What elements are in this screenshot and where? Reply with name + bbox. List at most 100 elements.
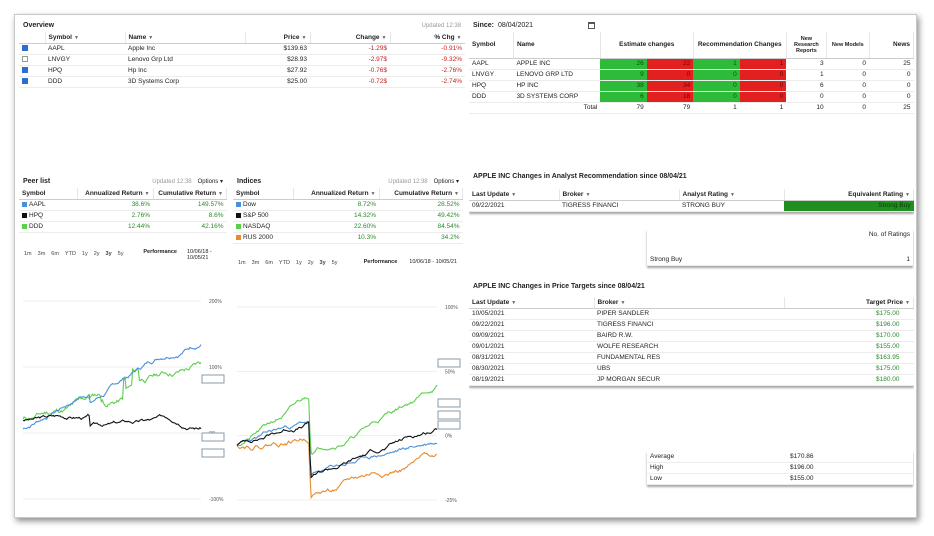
range-button-2y[interactable]: 2y xyxy=(93,250,100,257)
symbol-cell: LNVGY xyxy=(45,54,125,66)
table-row[interactable]: Dow 8.72% 28.52% xyxy=(233,199,463,211)
table-row[interactable]: 08/31/2021 FUNDAMENTAL RES $163.95 xyxy=(469,352,914,364)
table-row[interactable]: LNVGY Lenovo Grp Ltd $28.93 -2.97$ -9.32% xyxy=(19,54,465,66)
indices-performance-chart[interactable]: 100% 50% 0% -25% xyxy=(233,299,463,514)
indices-col-cum[interactable]: Cumulative Return ▼ xyxy=(379,188,463,200)
broker-cell: PIPER SANDLER xyxy=(594,308,784,320)
range-button-3y[interactable]: 3y xyxy=(319,259,326,266)
total-row: Total 79 79 1 1 10 0 25 xyxy=(469,102,914,114)
table-row[interactable]: 09/01/2021 WOLFE RESEARCH $155.00 xyxy=(469,341,914,353)
change-cell: -2.97$ xyxy=(310,54,390,66)
table-row[interactable]: AAPL Apple Inc $139.63 -1.29$ -0.91% xyxy=(19,43,465,55)
since-col-estimate[interactable]: Estimate changes xyxy=(600,32,694,59)
range-button-1y[interactable]: 1y xyxy=(295,259,302,266)
table-row[interactable]: 08/19/2021 JP MORGAN SECUR $180.00 xyxy=(469,374,914,386)
calendar-icon[interactable] xyxy=(588,22,596,29)
since-col-symbol[interactable]: Symbol xyxy=(469,32,514,59)
table-row[interactable]: AAPL 38.6% 149.57% xyxy=(19,199,227,211)
estimate-up-cell: 9 xyxy=(600,69,647,81)
table-row[interactable]: DDD 12.44% 42.16% xyxy=(19,221,227,233)
stat-label: Average xyxy=(647,451,787,463)
symbol-cell: DDD xyxy=(19,221,77,233)
row-checkbox[interactable] xyxy=(19,76,45,88)
checkbox-icon[interactable] xyxy=(22,45,28,52)
table-row[interactable]: LNVGY LENOVO GRP LTD 9 0 0 0 1 0 0 xyxy=(469,69,914,81)
table-row[interactable]: S&P 500 14.32% 49.42% xyxy=(233,210,463,222)
range-button-3m[interactable]: 3m xyxy=(251,259,260,266)
col-pct-chg[interactable]: % Chg ▼ xyxy=(390,32,465,44)
col-name[interactable]: Name ▼ xyxy=(125,32,246,44)
range-button-5y[interactable]: 5y xyxy=(331,259,338,266)
table-row[interactable]: NASDAQ 22.60% 84.54% xyxy=(233,221,463,233)
col-price[interactable]: Price ▼ xyxy=(245,32,311,44)
range-button-6m[interactable]: 6m xyxy=(51,250,59,257)
cum-cell: 42.16% xyxy=(153,221,227,233)
peer-options-button[interactable]: Options ▾ xyxy=(197,179,223,185)
table-row[interactable]: HPQ HP INC 38 34 0 0 6 0 0 xyxy=(469,80,914,92)
range-button-3y[interactable]: 3y xyxy=(105,250,112,257)
since-col-news[interactable]: News xyxy=(869,32,914,59)
table-row[interactable]: 09/09/2021 BAIRD R.W. $170.00 xyxy=(469,330,914,342)
peer-col-symbol[interactable]: Symbol xyxy=(19,188,78,200)
peer-performance-chart[interactable]: 200%100%0%-100% xyxy=(19,293,227,513)
range-button-6m[interactable]: 6m xyxy=(265,259,273,266)
range-button-YTD[interactable]: YTD xyxy=(278,259,290,266)
targets-col-date[interactable]: Last Update ▼ xyxy=(469,297,595,309)
table-row[interactable]: RUS 2000 10.3% 34.2% xyxy=(233,232,463,244)
table-row[interactable]: 09/22/2021 TIGRESS FINANCI $196.00 xyxy=(469,319,914,331)
reco-up-cell: 0 xyxy=(693,80,740,92)
range-button-1y[interactable]: 1y xyxy=(81,250,88,257)
table-row[interactable]: 09/22/2021 TIGRESS FINANCI STRONG BUY Stron… xyxy=(469,200,914,212)
reco-col-broker[interactable]: Broker ▼ xyxy=(559,189,680,201)
table-row[interactable]: HPQ 2.76% 8.6% xyxy=(19,210,227,222)
checkbox-icon[interactable] xyxy=(22,56,28,63)
table-row[interactable]: HPQ Hp Inc $27.92 -0.76$ -2.76% xyxy=(19,65,465,77)
row-checkbox[interactable] xyxy=(19,65,45,77)
since-col-models[interactable]: New Models xyxy=(826,32,870,59)
reco-col-rating[interactable]: Analyst Rating ▼ xyxy=(679,189,785,201)
indices-col-symbol[interactable]: Symbol xyxy=(233,188,294,200)
range-button-3m[interactable]: 3m xyxy=(37,250,46,257)
series-swatch-icon xyxy=(22,201,27,207)
range-button-1m[interactable]: 1m xyxy=(24,250,32,257)
targets-col-price[interactable]: Target Price ▼ xyxy=(784,297,914,309)
overview-title: Overview xyxy=(23,22,55,29)
broker-cell: TIGRESS FINANCI xyxy=(594,319,784,331)
table-row[interactable]: 08/30/2021 UBS $175.00 xyxy=(469,363,914,375)
indices-col-ann[interactable]: Annualized Return ▼ xyxy=(293,188,380,200)
peer-col-cum[interactable]: Cumulative Return ▼ xyxy=(153,188,227,200)
rating-cell: STRONG BUY xyxy=(679,200,784,212)
since-col-reports[interactable]: New Research Reports xyxy=(786,32,828,59)
col-symbol[interactable]: Symbol ▼ xyxy=(45,32,126,44)
since-col-reco[interactable]: Recommendation Changes xyxy=(693,32,787,59)
range-button-YTD[interactable]: YTD xyxy=(64,250,76,257)
indices-options-button[interactable]: Options ▾ xyxy=(433,179,459,185)
reco-col-equiv[interactable]: Equivalent Rating ▼ xyxy=(784,189,914,201)
since-col-name[interactable]: Name xyxy=(513,32,601,59)
total-cell: 79 xyxy=(600,102,647,114)
table-row[interactable]: 10/05/2021 PIPER SANDLER $175.00 xyxy=(469,308,914,320)
peer-col-ann[interactable]: Annualized Return ▼ xyxy=(77,188,154,200)
summary-label: Strong Buy xyxy=(647,254,780,266)
table-row[interactable]: DDD 3D SYSTEMS CORP 6 18 0 0 0 0 0 xyxy=(469,91,914,103)
range-button-1m[interactable]: 1m xyxy=(238,259,246,266)
reco-down-cell: 0 xyxy=(739,69,787,81)
symbol-cell: AAPL xyxy=(19,199,77,211)
table-row[interactable]: DDD 3D Systems Corp $25.00 -0.72$ -2.74% xyxy=(19,76,465,88)
reco-col-date[interactable]: Last Update ▼ xyxy=(469,189,560,201)
indices-table: Symbol Annualized Return ▼ Cumulative Ret… xyxy=(233,188,463,244)
name-cell: HP INC xyxy=(513,80,601,92)
checkbox-icon[interactable] xyxy=(22,78,28,85)
series-swatch-icon xyxy=(236,234,241,240)
peer-table: Symbol Annualized Return ▼ Cumulative Ret… xyxy=(19,188,227,233)
row-checkbox[interactable] xyxy=(19,43,45,55)
range-button-5y[interactable]: 5y xyxy=(117,250,124,257)
targets-col-broker[interactable]: Broker ▼ xyxy=(594,297,785,309)
checkbox-icon[interactable] xyxy=(22,67,28,74)
table-row[interactable]: AAPL APPLE INC 26 22 1 1 3 0 25 xyxy=(469,58,914,70)
since-date-input[interactable]: 08/04/2021 xyxy=(498,22,534,29)
col-change[interactable]: Change ▼ xyxy=(310,32,391,44)
row-checkbox[interactable] xyxy=(19,54,45,66)
last-value-tag xyxy=(437,410,461,420)
range-button-2y[interactable]: 2y xyxy=(307,259,314,266)
